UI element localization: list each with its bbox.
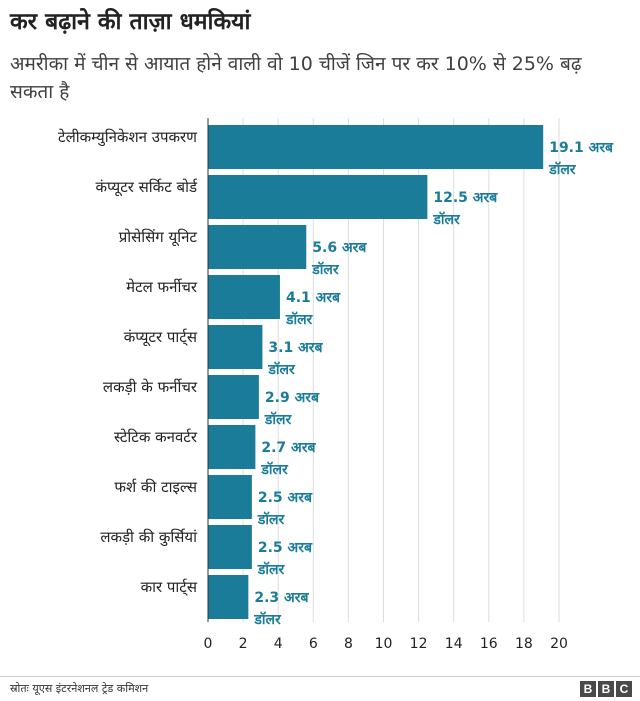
bar bbox=[208, 225, 307, 269]
bbc-logo: B B C bbox=[580, 681, 632, 697]
category-label: टेलीकम्युनिकेशन उपकरण bbox=[58, 128, 198, 147]
value-label: 3.1 अरब bbox=[268, 340, 323, 356]
bar bbox=[208, 125, 544, 169]
bar bbox=[208, 575, 249, 619]
value-label: 4.1 अरब bbox=[286, 290, 341, 306]
logo-letter: B bbox=[580, 681, 596, 697]
x-tick-label: 4 bbox=[274, 636, 283, 652]
bar bbox=[208, 375, 259, 419]
chart-subtitle: अमरीका में चीन से आयात होने वाली वो 10 च… bbox=[10, 53, 582, 103]
value-label: 12.5 अरब bbox=[433, 190, 498, 206]
x-tick-label: 16 bbox=[480, 636, 498, 652]
category-label: कार पार्ट्स bbox=[141, 578, 198, 596]
value-label-unit: डॉलर bbox=[311, 261, 340, 278]
value-label-unit: डॉलर bbox=[285, 311, 314, 328]
value-label: 2.9 अरब bbox=[265, 390, 320, 406]
chart-title: कर बढ़ाने की ताज़ा धमकियां bbox=[10, 9, 251, 35]
logo-letter: C bbox=[616, 681, 632, 697]
footer: स्रोतः यूएस इंटरनेशनल ट्रेड कमिशन B B C bbox=[0, 676, 640, 701]
x-tick-label: 8 bbox=[344, 636, 353, 652]
x-tick-label: 10 bbox=[375, 636, 393, 652]
bar bbox=[208, 175, 428, 219]
bar bbox=[208, 525, 252, 569]
value-label-unit: डॉलर bbox=[264, 411, 293, 428]
value-label: 5.6 अरब bbox=[312, 240, 367, 256]
value-label-unit: डॉलर bbox=[253, 611, 282, 628]
x-tick-label: 6 bbox=[309, 636, 318, 652]
x-tick-label: 2 bbox=[239, 636, 248, 652]
category-label: कंप्यूटर पार्ट्स bbox=[124, 328, 198, 347]
logo-letter: B bbox=[598, 681, 614, 697]
value-label: 2.3 अरब bbox=[254, 590, 309, 606]
category-label: कंप्यूटर सर्किट बोर्ड bbox=[95, 178, 198, 197]
bar bbox=[208, 325, 263, 369]
category-label: फर्श की टाइल्स bbox=[114, 478, 197, 496]
value-label-unit: डॉलर bbox=[257, 561, 286, 578]
bar bbox=[208, 475, 252, 519]
category-label: स्टेटिक कनवर्टर bbox=[114, 428, 198, 446]
value-label: 2.5 अरब bbox=[258, 540, 313, 556]
value-label: 2.5 अरब bbox=[258, 490, 313, 506]
category-label: मेटल फर्नीचर bbox=[126, 278, 198, 296]
category-label: प्रोसेसिंग यूनिट bbox=[119, 228, 198, 247]
source-note: स्रोतः यूएस इंटरनेशनल ट्रेड कमिशन bbox=[10, 682, 149, 695]
category-label: लकड़ी के फर्नीचर bbox=[103, 378, 198, 396]
x-tick-label: 0 bbox=[204, 636, 213, 652]
bar bbox=[208, 275, 280, 319]
category-label: लकड़ी की कुर्सियां bbox=[100, 528, 198, 547]
value-label-unit: डॉलर bbox=[267, 361, 296, 378]
value-label-unit: डॉलर bbox=[260, 461, 289, 478]
x-tick-label: 12 bbox=[410, 636, 428, 652]
bar bbox=[208, 425, 256, 469]
x-tick-label: 14 bbox=[445, 636, 463, 652]
value-label-unit: डॉलर bbox=[257, 511, 286, 528]
x-tick-label: 20 bbox=[550, 636, 568, 652]
x-tick-label: 18 bbox=[515, 636, 533, 652]
value-label-unit: डॉलर bbox=[548, 161, 577, 178]
bar-chart: टेलीकम्युनिकेशन उपकरण 19.1 अरब डॉलर कंप्यूट… bbox=[58, 118, 614, 652]
value-label: 2.7 अरब bbox=[261, 440, 316, 456]
value-label: 19.1 अरब bbox=[549, 140, 614, 156]
value-label-unit: डॉलर bbox=[432, 211, 461, 228]
